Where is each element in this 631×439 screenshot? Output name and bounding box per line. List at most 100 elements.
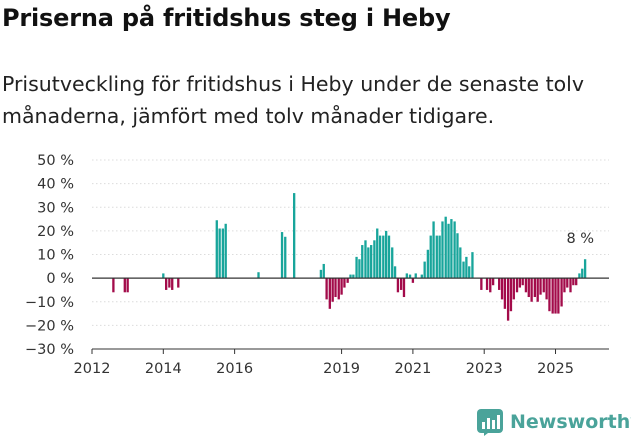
bar-negative (516, 278, 518, 292)
newsworthy-logo-icon (476, 408, 504, 436)
bar-negative (560, 278, 562, 306)
bar-positive (424, 262, 426, 279)
bar-negative (548, 278, 550, 311)
x-tick-label: 2014 (145, 361, 182, 377)
y-tick-label: 10 % (37, 248, 74, 264)
bar-positive (323, 264, 325, 278)
bar-negative (537, 278, 539, 302)
y-tick-label: 40 % (37, 177, 74, 193)
bar-negative (569, 278, 571, 292)
bar-positive (471, 252, 473, 278)
bar-negative (510, 278, 512, 311)
bar-negative (343, 278, 345, 287)
bar-negative (513, 278, 515, 299)
bar-negative (168, 278, 170, 287)
bar-positive (358, 259, 360, 278)
bar-positive (222, 229, 224, 279)
bar-positive (225, 224, 227, 278)
bar-negative (400, 278, 402, 290)
bar-positive (218, 229, 220, 279)
bar-negative (528, 278, 530, 297)
bar-positive (373, 240, 375, 278)
bar-positive (364, 240, 366, 278)
bar-negative (530, 278, 532, 302)
bar-positive (320, 270, 322, 278)
y-tick-label: −30 % (25, 342, 74, 358)
bar-negative (124, 278, 126, 292)
bar-negative (177, 278, 179, 287)
bar-positive (441, 221, 443, 278)
y-tick-label: 20 % (37, 224, 74, 240)
bar-positive (465, 257, 467, 278)
bar-negative (171, 278, 173, 290)
x-tick-label: 2012 (74, 361, 111, 377)
bar-negative (498, 278, 500, 290)
bar-negative (522, 278, 524, 285)
bar-negative (126, 278, 128, 292)
bar-negative (539, 278, 541, 295)
bar-negative (552, 278, 554, 313)
y-tick-label: 0 % (46, 271, 74, 287)
bar-negative (501, 278, 503, 299)
x-tick-label: 2023 (466, 361, 503, 377)
bar-positive (284, 237, 286, 278)
bar-negative (554, 278, 556, 313)
bar-negative (525, 278, 527, 292)
bar-positive (406, 273, 408, 278)
bar-positive (415, 273, 417, 278)
bar-negative (165, 278, 167, 290)
bar-negative (397, 278, 399, 292)
bar-positive (436, 236, 438, 279)
bar-positive (445, 217, 447, 278)
bar-positive (456, 233, 458, 278)
x-tick-label: 2025 (537, 361, 574, 377)
bar-positive (391, 247, 393, 278)
x-tick-label: 2019 (323, 361, 360, 377)
bar-positive (367, 247, 369, 278)
brand-name: Newsworthy (510, 411, 631, 433)
bar-negative (504, 278, 506, 309)
bar-negative (489, 278, 491, 292)
bar-positive (427, 250, 429, 278)
bar-negative (534, 278, 536, 297)
bar-negative (545, 278, 547, 299)
bar-negative (332, 278, 334, 302)
y-tick-label: −10 % (25, 295, 74, 311)
bar-chart: −30 % −20 % −10 % 0 % 10 % 20 % 30 % 40 % 50 % 20… (0, 0, 631, 400)
bar-negative (566, 278, 568, 287)
bar-positive (578, 273, 580, 278)
bar-positive (281, 232, 283, 278)
y-tick-label: −20 % (25, 318, 74, 334)
bar-negative (543, 278, 545, 292)
bar-negative (519, 278, 521, 287)
bar-negative (329, 278, 331, 309)
tick-labels: −30 % −20 % −10 % 0 % 10 % 20 % 30 % 40 % 50 % 20… (25, 153, 594, 377)
bar-positive (450, 219, 452, 278)
bar-negative (575, 278, 577, 285)
bar-positive (388, 236, 390, 279)
bar-positive (355, 257, 357, 278)
bar-negative (486, 278, 488, 290)
bar-positive (584, 259, 586, 278)
bar-positive (361, 245, 363, 278)
brand-logo: Newsworthy (476, 406, 631, 438)
bar-positive (432, 221, 434, 278)
bar-negative (563, 278, 565, 292)
bar-negative (572, 278, 574, 285)
bar-positive (462, 262, 464, 279)
bar-positive (379, 236, 381, 279)
data-label-latest: 8 % (566, 231, 594, 247)
bar-negative (403, 278, 405, 297)
bar-positive (382, 236, 384, 279)
bar-negative (325, 278, 327, 299)
bar-positive (385, 231, 387, 278)
bar-negative (340, 278, 342, 295)
bar-negative (338, 278, 340, 299)
bar-positive (447, 224, 449, 278)
bar-negative (346, 278, 348, 283)
y-tick-label: 50 % (37, 153, 74, 169)
bar-negative (112, 278, 114, 292)
x-tick-label: 2016 (216, 361, 253, 377)
x-tick-label: 2021 (394, 361, 431, 377)
bar-positive (468, 266, 470, 278)
